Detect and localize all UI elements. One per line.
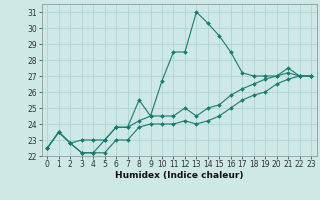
X-axis label: Humidex (Indice chaleur): Humidex (Indice chaleur) [115, 171, 244, 180]
